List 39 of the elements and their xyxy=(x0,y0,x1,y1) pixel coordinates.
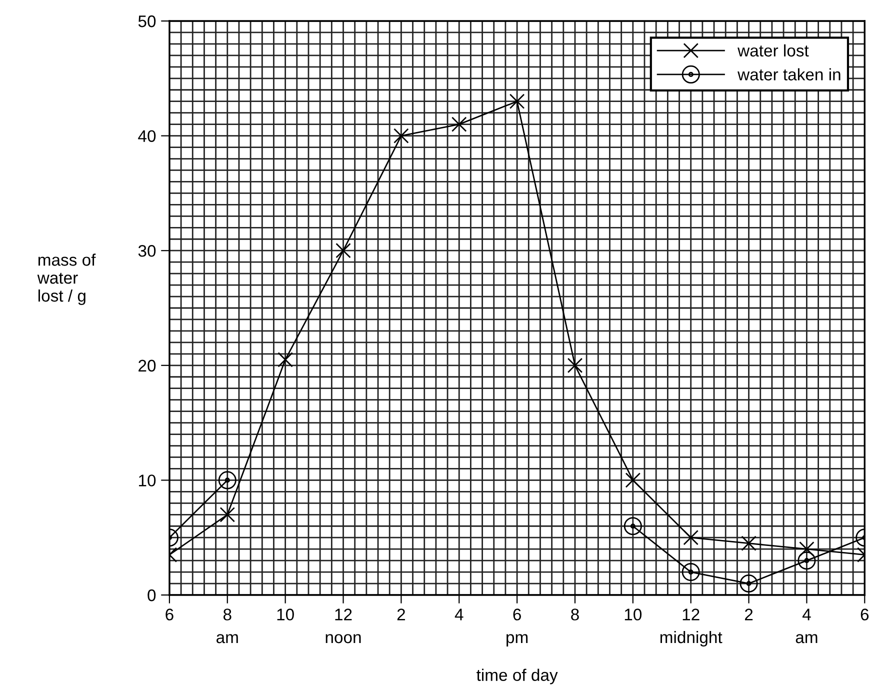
point xyxy=(624,517,642,536)
y-tick-label: 40 xyxy=(138,130,156,142)
point xyxy=(220,507,236,522)
x-tick-label: 10 xyxy=(624,608,642,620)
point xyxy=(394,128,409,144)
legend-label: water taken in xyxy=(738,68,840,80)
x-tick-label: 8 xyxy=(571,608,579,620)
x-tick-label: 12 midnight xyxy=(660,608,722,647)
x-tick-label: 6 xyxy=(860,608,869,620)
point xyxy=(740,574,758,593)
legend-label: water lost xyxy=(738,44,809,57)
point xyxy=(625,472,641,488)
x-tick-label: 12 noon xyxy=(326,608,361,644)
y-tick-label: 20 xyxy=(138,360,156,372)
y-axis-title: mass of water lost / g xyxy=(37,254,96,306)
y-tick-label: 10 xyxy=(138,474,156,486)
y-tick-label: 30 xyxy=(138,245,156,257)
point xyxy=(683,530,698,546)
point xyxy=(567,358,583,374)
x-tick-label: 8 am xyxy=(216,608,238,644)
point xyxy=(278,352,293,368)
point xyxy=(509,94,525,109)
x-tick-label: 6 xyxy=(166,608,174,620)
x-tick-label: 2 xyxy=(744,608,753,620)
y-tick-label: 50 xyxy=(138,15,156,28)
point xyxy=(682,563,700,582)
point xyxy=(336,242,351,258)
point xyxy=(799,541,814,557)
point xyxy=(798,552,816,570)
x-axis-title: time of day xyxy=(476,668,558,684)
x-tick-label: 4 xyxy=(454,608,464,620)
x-tick-label: 6 pm xyxy=(506,608,528,647)
x-tick-label: 2 xyxy=(397,608,405,620)
x-tick-label: 10 xyxy=(277,608,294,620)
point xyxy=(741,536,756,551)
point xyxy=(218,471,236,490)
point xyxy=(451,116,467,132)
x-tick-label: 4 am xyxy=(796,608,818,644)
y-tick-label: 0 xyxy=(148,589,156,602)
